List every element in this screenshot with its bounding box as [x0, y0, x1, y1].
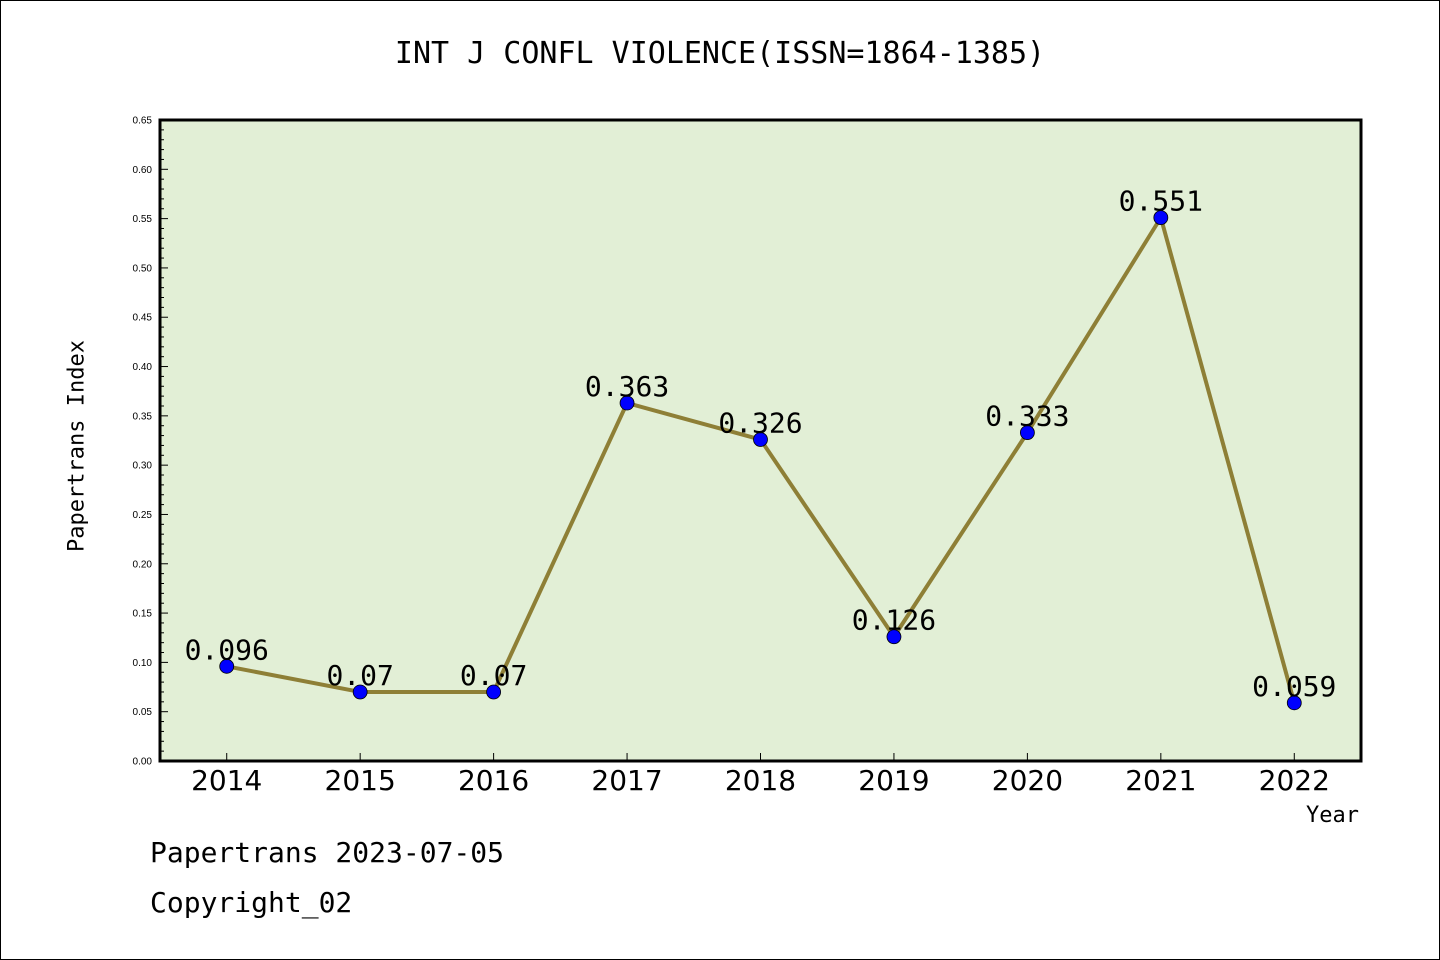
- y-tick-label: 0.45: [133, 313, 153, 324]
- y-tick-label: 0.15: [133, 609, 153, 620]
- footer-copyright: Copyright_02: [150, 886, 353, 919]
- footer-date: Papertrans 2023-07-05: [150, 836, 505, 869]
- y-tick-label: 0.20: [133, 559, 153, 570]
- x-tick-label: 2022: [1259, 764, 1330, 797]
- y-tick-label: 0.35: [133, 411, 153, 422]
- data-point: [219, 658, 235, 674]
- data-point: [1019, 425, 1035, 441]
- data-label: 0.363: [585, 370, 669, 403]
- x-tick-label: 2017: [591, 764, 662, 797]
- y-tick-label: 0.50: [133, 263, 153, 274]
- x-tick-label: 2018: [725, 764, 796, 797]
- x-tick-label: 2015: [325, 764, 396, 797]
- x-tick-label: 2019: [858, 764, 929, 797]
- y-tick-label: 0.10: [133, 658, 153, 669]
- data-label: 0.126: [852, 604, 936, 637]
- x-tick-label: 2016: [458, 764, 529, 797]
- y-tick-label: 0.65: [133, 116, 153, 127]
- y-tick-label: 0.00: [133, 757, 153, 768]
- data-label: 0.07: [460, 659, 527, 692]
- y-tick-label: 0.30: [133, 461, 153, 472]
- y-tick-label: 0.05: [133, 707, 153, 718]
- y-axis-label: Papertrans Index: [64, 340, 90, 552]
- x-tick-label: 2021: [1125, 764, 1196, 797]
- x-axis-label: Year: [1306, 803, 1359, 828]
- y-tick-label: 0.60: [133, 165, 153, 176]
- data-point: [1153, 210, 1169, 226]
- y-tick-label: 0.25: [133, 510, 153, 521]
- data-point: [352, 684, 368, 700]
- x-tick-label: 2014: [191, 764, 262, 797]
- data-label: 0.326: [718, 407, 802, 440]
- data-point: [619, 395, 635, 411]
- data-label: 0.07: [326, 659, 393, 692]
- data-label: 0.551: [1119, 185, 1203, 218]
- chart-title: INT J CONFL VIOLENCE(ISSN=1864-1385): [394, 36, 1046, 71]
- data-label: 0.333: [985, 400, 1069, 433]
- data-point: [486, 684, 502, 700]
- y-tick-label: 0.40: [133, 362, 153, 373]
- x-tick-label: 2020: [992, 764, 1063, 797]
- plot-border: [158, 118, 1363, 763]
- data-point: [886, 629, 902, 645]
- y-tick-label: 0.55: [133, 214, 153, 225]
- data-label: 0.059: [1252, 670, 1336, 703]
- data-point: [1286, 695, 1302, 711]
- data-label: 0.096: [185, 633, 269, 666]
- data-point: [753, 432, 768, 447]
